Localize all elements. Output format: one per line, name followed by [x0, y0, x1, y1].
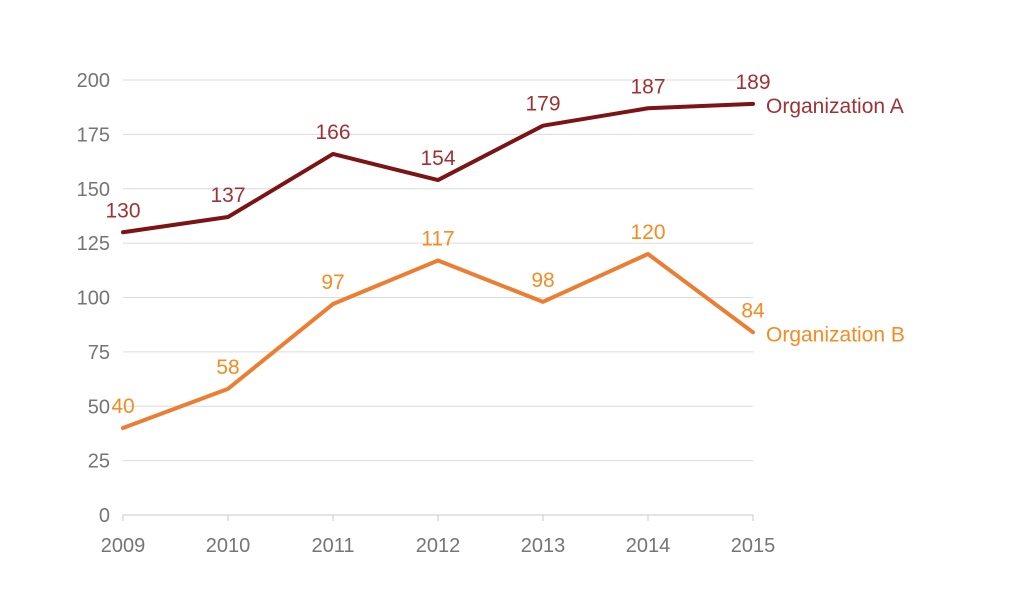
y-axis-tick-label: 150 — [77, 179, 110, 201]
data-label-organization-b: 117 — [421, 228, 454, 251]
data-label-organization-b: 97 — [321, 271, 344, 294]
y-axis-tick-label: 25 — [88, 451, 110, 473]
data-label-organization-a: 137 — [210, 184, 245, 207]
x-axis-tick-label: 2009 — [101, 535, 146, 557]
y-axis-tick-label: 125 — [77, 233, 110, 255]
data-label-organization-a: 130 — [105, 199, 140, 222]
data-label-organization-b: 98 — [531, 269, 554, 292]
series-line-organization-a — [121, 101, 755, 235]
data-label-organization-b: 40 — [111, 395, 134, 418]
x-axis-tick-label: 2014 — [626, 535, 671, 557]
x-axis-tick-label: 2012 — [416, 535, 461, 557]
x-axis-tick-label: 2011 — [311, 535, 354, 557]
data-label-organization-a: 154 — [420, 147, 455, 170]
y-axis-tick-label: 50 — [88, 396, 110, 418]
series-name-label-organization-b: Organization B — [766, 323, 905, 346]
y-axis-tick-label: 75 — [88, 342, 110, 364]
data-label-organization-a: 189 — [735, 71, 770, 94]
series-line-organization-b — [121, 252, 755, 430]
y-axis-tick-label: 200 — [77, 70, 110, 92]
x-axis-tick-label: 2015 — [731, 535, 776, 557]
data-label-organization-b: 84 — [741, 299, 765, 322]
data-label-organization-a: 166 — [315, 121, 350, 144]
y-axis-tick-label: 175 — [77, 124, 110, 146]
series-name-label-organization-a: Organization A — [766, 95, 904, 118]
y-axis-tick-label: 100 — [77, 288, 110, 310]
data-label-organization-a: 179 — [525, 93, 560, 116]
data-label-organization-b: 120 — [630, 221, 665, 244]
data-label-organization-a: 187 — [630, 75, 665, 98]
data-label-organization-b: 58 — [216, 356, 239, 379]
x-axis-tick-label: 2010 — [206, 535, 251, 557]
x-axis-tick-label: 2013 — [521, 535, 566, 557]
y-axis-tick-label: 0 — [99, 505, 110, 527]
